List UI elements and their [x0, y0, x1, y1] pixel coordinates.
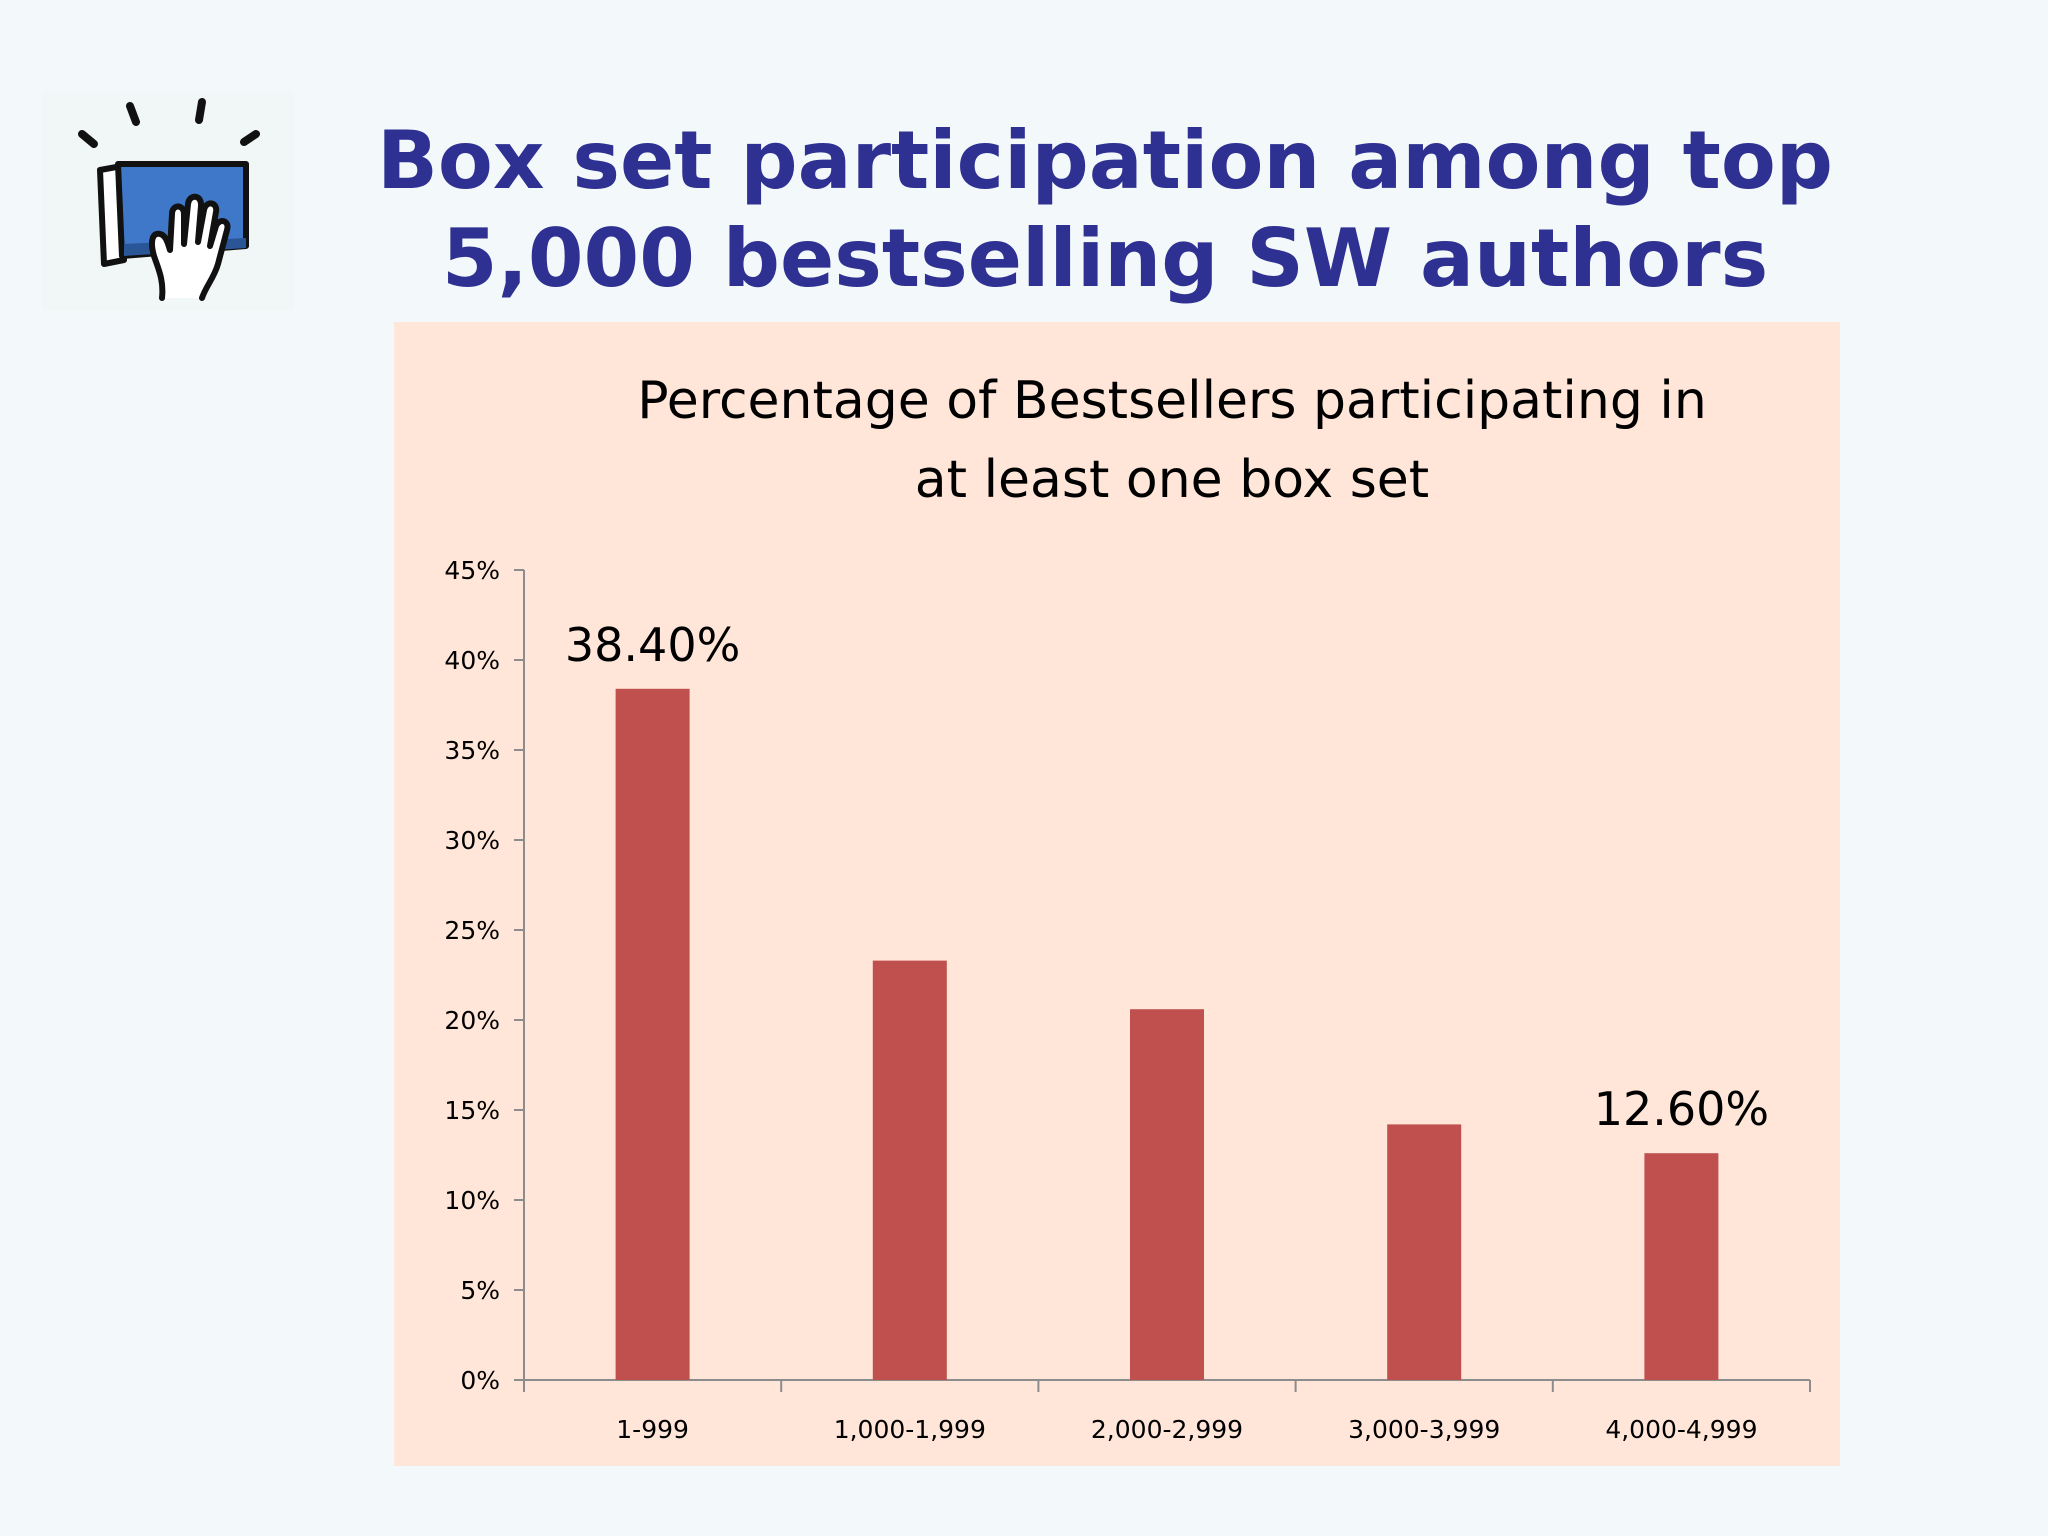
chart-panel: Percentage of Bestsellers participating … — [394, 322, 1840, 1466]
slide-title-line-2: 5,000 bestselling SW authors — [441, 212, 1769, 305]
y-tick-label: 30% — [444, 826, 500, 855]
x-tick-label: 3,000-3,999 — [1348, 1415, 1500, 1444]
y-tick-label: 15% — [444, 1096, 500, 1125]
x-tick-label: 2,000-2,999 — [1091, 1415, 1243, 1444]
y-tick-label: 35% — [444, 736, 500, 765]
bar — [1130, 1009, 1204, 1380]
x-tick-label: 1,000-1,999 — [834, 1415, 986, 1444]
x-tick-label: 4,000-4,999 — [1605, 1415, 1757, 1444]
data-label: 12.60% — [1594, 1082, 1769, 1136]
data-label: 38.40% — [565, 618, 740, 672]
y-tick-label: 25% — [444, 916, 500, 945]
slide-title: Box set participation among top 5,000 be… — [300, 112, 1910, 308]
y-tick-label: 45% — [444, 556, 500, 585]
y-tick-label: 20% — [444, 1006, 500, 1035]
bar — [1387, 1124, 1462, 1380]
y-tick-label: 5% — [460, 1276, 500, 1305]
bar — [872, 960, 947, 1380]
slide-title-line-1: Box set participation among top — [376, 114, 1834, 207]
y-tick-label: 10% — [444, 1186, 500, 1215]
bar — [615, 688, 690, 1380]
book-hand-raise-icon — [78, 98, 260, 301]
y-tick-label: 0% — [460, 1366, 500, 1395]
chart-title-line-1: Percentage of Bestsellers participating … — [637, 371, 1707, 431]
logo — [42, 92, 294, 310]
bar-chart: Percentage of Bestsellers participating … — [444, 371, 1811, 1444]
x-tick-label: 1-999 — [616, 1415, 689, 1444]
y-tick-label: 40% — [444, 646, 500, 675]
bar — [1644, 1153, 1719, 1380]
chart-title-line-2: at least one box set — [915, 450, 1429, 510]
